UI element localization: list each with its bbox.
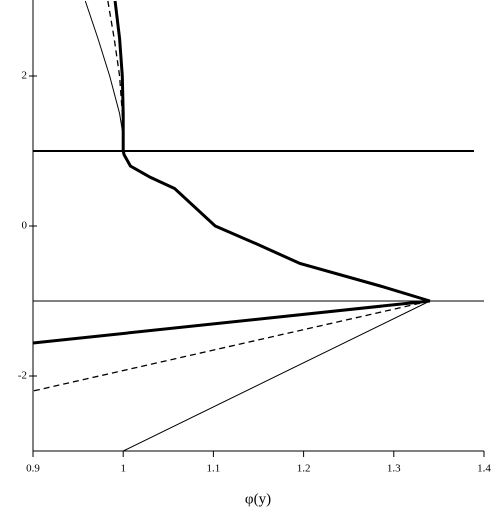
x-tick-label: 1.3 [387, 463, 401, 475]
curve [84, 0, 431, 452]
x-tick-label: 1.4 [477, 463, 491, 475]
x-tick-label: 0.9 [26, 463, 40, 475]
x-tick-label: 1.1 [207, 463, 221, 475]
x-axis-label: φ(y) [245, 491, 271, 507]
curve [32, 0, 431, 345]
y-tick-label: -2 [18, 370, 27, 382]
y-tick-label: 2 [22, 70, 28, 82]
y-tick-label: 0 [22, 220, 28, 232]
x-tick-label: 1 [120, 463, 126, 475]
curve [32, 0, 431, 392]
x-tick-label: 1.2 [297, 463, 311, 475]
